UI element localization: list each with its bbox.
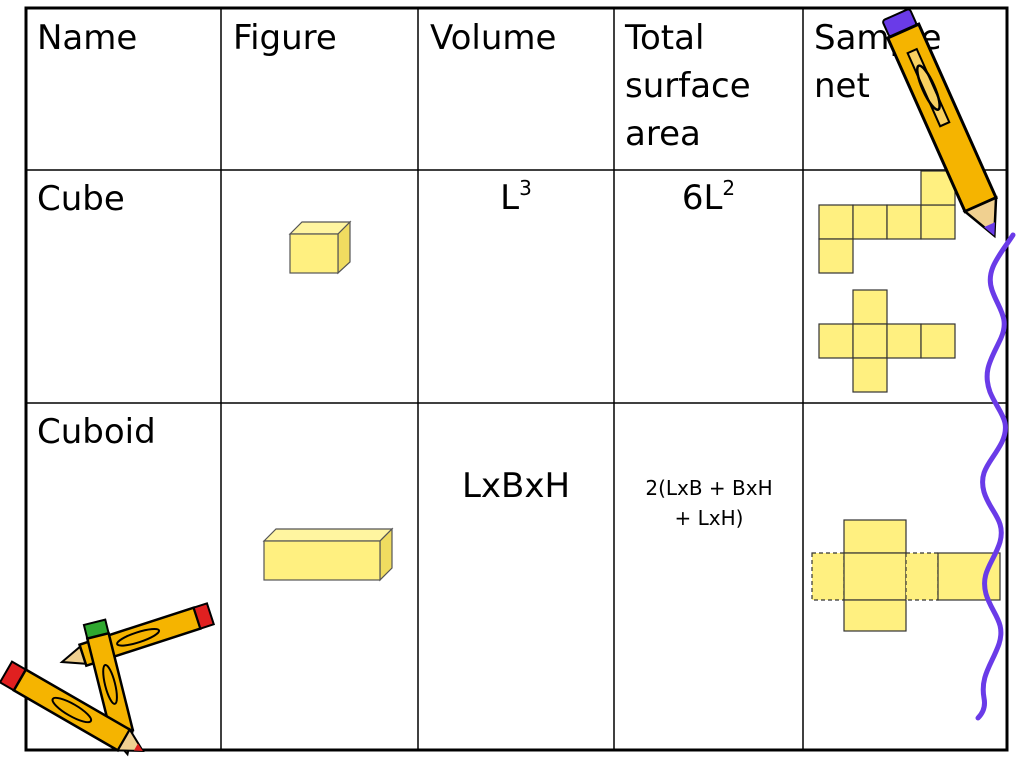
table-border [24, 6, 1009, 752]
formula-exponent: 3 [519, 176, 532, 200]
formula-base: L [500, 178, 520, 218]
wavy-line-decoration [975, 232, 1016, 721]
cube-net-2 [818, 289, 956, 393]
header-line: area [625, 114, 701, 154]
pencils-icon [0, 602, 216, 757]
header-line: net [814, 66, 870, 106]
cuboid-net [811, 519, 1001, 632]
cube-figure [288, 220, 352, 275]
cube-net-1 [818, 170, 956, 274]
formula-exponent: 2 [722, 176, 736, 200]
cube-volume: L3 [418, 176, 614, 218]
formula-line: + LxH) [674, 506, 744, 530]
pencil-icon [882, 8, 999, 239]
header-volume: Volume [430, 18, 557, 58]
cuboid-surface-area: 2(LxB + BxH + LxH) [614, 473, 804, 533]
header-name: Name [37, 18, 138, 58]
cube-surface-area: 6L2 [614, 176, 803, 218]
header-line: Total [625, 18, 705, 58]
formula-base: 6L [681, 178, 723, 218]
row-name-cuboid: Cuboid [37, 412, 156, 452]
header-figure: Figure [233, 18, 337, 58]
formula-line: 2(LxB + BxH [645, 476, 773, 500]
row-name-cube: Cube [37, 179, 125, 219]
cuboid-figure [262, 527, 394, 582]
header-line: surface [625, 66, 751, 106]
cuboid-volume: LxBxH [461, 466, 571, 506]
